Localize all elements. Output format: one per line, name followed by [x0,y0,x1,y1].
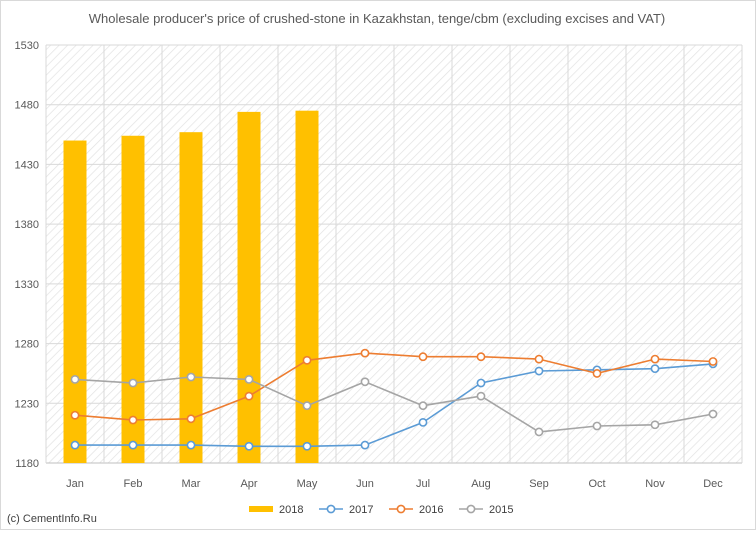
data-point-marker [70,410,80,420]
x-tick-label: Jan [66,478,84,490]
data-point-marker [418,352,428,362]
series-line [74,376,714,433]
bar [63,140,87,464]
data-point-marker [302,441,312,451]
data-point-marker [360,440,370,450]
data-point-marker [476,352,486,362]
data-point-marker [244,441,254,451]
data-point-marker [70,374,80,384]
data-point-marker [476,391,486,401]
legend-marker [326,504,336,514]
data-point-marker [186,372,196,382]
x-tick-label: May [297,478,318,490]
data-point-marker [534,427,544,437]
y-tick-label: 1380 [15,219,39,231]
bar-series-layer [63,110,319,464]
data-point-marker [302,355,312,365]
bar [237,111,261,463]
data-point-marker [650,364,660,374]
data-point-marker [186,414,196,424]
y-tick-label: 1480 [15,100,39,112]
data-point-marker [708,409,718,419]
x-tick-label: Jul [416,478,430,490]
bar [121,135,145,463]
legend: 2018 2017 2016 2015 [249,504,513,516]
x-tick-label: Jun [356,478,374,490]
data-point-marker [360,348,370,358]
data-point-marker [244,374,254,384]
x-axis-ticks: Jan Feb Mar Apr May Jun Jul Aug Sep Oct Nov Dec [66,478,723,490]
gridlines [45,44,743,464]
data-point-marker [592,421,602,431]
data-point-marker [476,378,486,388]
data-point-marker [302,401,312,411]
legend-swatch [249,506,273,512]
x-tick-label: Apr [240,478,257,490]
y-tick-label: 1230 [15,398,39,410]
x-tick-label: Sep [529,478,549,490]
y-tick-label: 1330 [15,279,39,291]
x-tick-label: Dec [703,478,723,490]
legend-marker [466,504,476,514]
data-point-marker [418,401,428,411]
data-point-marker [244,391,254,401]
data-point-marker [128,415,138,425]
data-point-marker [418,417,428,427]
x-tick-label: Aug [471,478,491,490]
legend-label: 2015 [489,504,513,516]
data-point-marker [534,354,544,364]
source-credit: (c) CementInfo.Ru [7,513,97,525]
line-series-layer [70,348,718,451]
data-point-marker [128,440,138,450]
legend-label: 2018 [279,504,303,516]
y-tick-label: 1430 [15,159,39,171]
data-point-marker [128,378,138,388]
x-tick-label: Oct [588,478,605,490]
legend-label: 2016 [419,504,443,516]
y-tick-label: 1530 [15,40,39,52]
data-point-marker [650,420,660,430]
y-tick-label: 1280 [15,339,39,351]
series-line [75,363,714,448]
data-point-marker [592,369,602,378]
data-point-marker [70,440,80,450]
data-point-marker [186,440,196,450]
y-axis-ticks: 1530 1480 1430 1380 1330 1280 1230 1180 [15,40,39,470]
bar [295,110,319,463]
bar [179,132,203,463]
data-point-marker [534,366,544,376]
legend-marker [396,504,406,514]
series-line [74,352,714,421]
x-tick-label: Mar [182,478,201,490]
chart-title: Wholesale producer's price of crushed-st… [89,11,665,26]
y-tick-label: 1180 [15,458,39,470]
data-point-marker [360,377,370,387]
x-tick-label: Feb [124,478,143,490]
x-tick-label: Nov [645,478,665,490]
data-point-marker [650,354,660,364]
data-point-marker [708,357,718,366]
legend-label: 2017 [349,504,373,516]
